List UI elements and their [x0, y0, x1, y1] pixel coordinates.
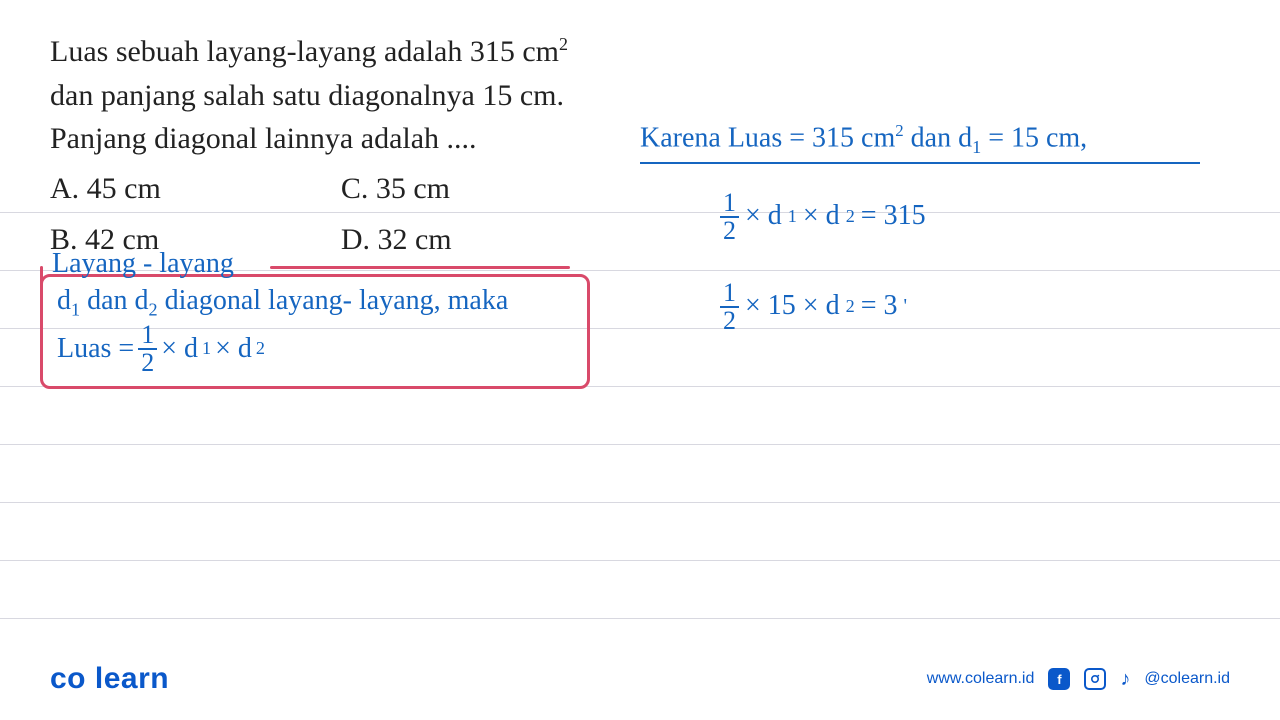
footer-url: www.colearn.id: [927, 670, 1035, 688]
question-block: Luas sebuah layang-layang adalah 315 cm2…: [50, 30, 1230, 262]
q-sup: 2: [559, 34, 568, 54]
choice-c: C. 35 cm: [341, 167, 452, 211]
working-eq-2: 1 2 × 15 × d2 = 3': [720, 280, 1240, 334]
formula-box: Layang - layang d1 dan d2 diagonal layan…: [40, 248, 590, 389]
question-line-2: dan panjang salah satu diagonalnya 15 cm…: [50, 74, 1230, 118]
logo-part-a: co: [50, 662, 86, 695]
question-line-1: Luas sebuah layang-layang adalah 315 cm2: [50, 30, 1230, 74]
choice-b: B. 42 cm: [50, 218, 161, 262]
question-line-3: Panjang diagonal lainnya adalah ....: [50, 117, 1230, 161]
fraction-half-icon: 1 2: [138, 322, 157, 376]
choice-grid: A. 45 cm B. 42 cm C. 35 cm D. 32 cm: [50, 167, 1230, 262]
q-text-1: Luas sebuah layang-layang adalah 315 cm: [50, 35, 559, 68]
formula-line-1: d1 dan d2 diagonal layang- layang, maka: [57, 283, 573, 322]
instagram-icon: [1084, 668, 1106, 690]
logo-part-b: learn: [95, 662, 169, 695]
footer-handle: @colearn.id: [1144, 670, 1230, 688]
tiktok-icon: ♪: [1120, 668, 1130, 691]
choice-d: D. 32 cm: [341, 218, 452, 262]
footer: co learn www.colearn.id f ♪ @colearn.id: [50, 662, 1230, 696]
brand-logo: co learn: [50, 662, 169, 696]
formula-line-2: Luas = 1 2 × d1 × d2: [57, 322, 573, 376]
logo-dot: [86, 662, 95, 695]
choice-a: A. 45 cm: [50, 167, 161, 211]
facebook-icon: f: [1048, 668, 1070, 690]
fraction-half-icon: 1 2: [720, 280, 739, 334]
footer-right: www.colearn.id f ♪ @colearn.id: [927, 668, 1230, 691]
